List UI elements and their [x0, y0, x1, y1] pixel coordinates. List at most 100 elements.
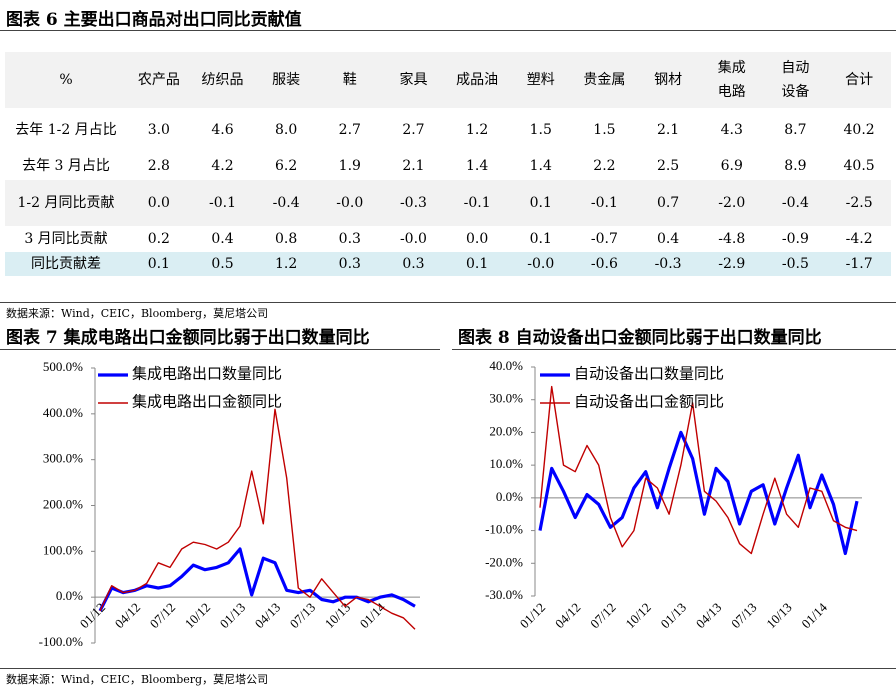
rule [0, 302, 896, 303]
source: 数据来源：Wind，CEIC，Bloomberg，莫尼塔公司 [6, 307, 269, 320]
series-line [539, 385, 858, 555]
x-tick-label: 04/13 [252, 600, 284, 632]
cell: -0.0 [381, 226, 446, 252]
cell: -0.9 [763, 226, 828, 252]
cell: -0.4 [254, 180, 318, 226]
cell: -0.6 [572, 252, 637, 276]
y-tick-label: 40.0% [489, 358, 523, 373]
header-cell: 贵金属 [572, 52, 637, 108]
row-label: 去年 3 月占比 [5, 152, 127, 180]
header-cell: 塑料 [508, 52, 573, 108]
header-cell: 家具 [381, 52, 446, 108]
y-tick-label: 100.0% [43, 542, 83, 557]
cell: -4.2 [827, 226, 891, 252]
cell: 40.2 [827, 108, 891, 152]
cell: 0.0 [445, 226, 509, 252]
y-tick-label: -10.0% [485, 522, 523, 537]
row-label: 1-2 月同比贡献 [5, 180, 127, 226]
cell: 0.4 [636, 226, 700, 252]
legend-label: 自动设备出口金额同比 [574, 393, 724, 410]
cell: 2.2 [572, 152, 637, 180]
x-tick-label: 10/13 [763, 600, 795, 632]
cell: 1.4 [445, 152, 509, 180]
rule [0, 349, 440, 350]
cell: -2.5 [827, 180, 891, 226]
cell: 2.1 [636, 108, 700, 152]
cell: 6.9 [699, 152, 764, 180]
x-tick-label: 01/13 [217, 600, 249, 632]
y-tick-label: -30.0% [485, 587, 523, 602]
cell: -0.5 [763, 252, 828, 276]
chart-title: 图表 7 集成电路出口金额同比弱于出口数量同比 [6, 328, 370, 348]
header-cell: 农产品 [127, 52, 191, 108]
x-tick-label: 04/12 [552, 600, 584, 632]
legend-label: 自动设备出口数量同比 [574, 365, 724, 382]
table-row: 去年 3 月占比 2.8 4.2 6.2 1.9 2.1 1.4 1.4 2.2 2.5 6.9 8.… [5, 152, 891, 180]
cell: 1.9 [317, 152, 382, 180]
rule [0, 668, 896, 669]
x-tick-label: 07/12 [147, 600, 179, 632]
source: 数据来源：Wind，CEIC，Bloomberg，莫尼塔公司 [6, 673, 269, 686]
cell: 0.3 [317, 226, 382, 252]
header-cell: 钢材 [636, 52, 700, 108]
x-tick-label: 04/13 [693, 600, 725, 632]
x-tick-label: 07/13 [287, 600, 319, 632]
cell: -0.1 [572, 180, 637, 226]
cell: 0.7 [636, 180, 700, 226]
cell: -2.0 [699, 180, 764, 226]
x-tick-label: 10/12 [622, 600, 654, 632]
cell: 2.7 [381, 108, 446, 152]
cell: 3.0 [127, 108, 191, 152]
cell: 0.1 [508, 226, 573, 252]
series-line [98, 547, 416, 612]
header-cell: 成品油 [445, 52, 509, 108]
cell: 0.1 [508, 180, 573, 226]
cell: 8.7 [763, 108, 828, 152]
chart-title: 图表 8 自动设备出口金额同比弱于出口数量同比 [458, 328, 822, 348]
y-tick-label: 500.0% [43, 359, 83, 374]
y-tick-label: 200.0% [43, 496, 83, 511]
row-label: 3 月同比贡献 [5, 226, 127, 252]
cell: -0.0 [317, 180, 382, 226]
table-row: 同比贡献差 0.1 0.5 1.2 0.3 0.3 0.1 -0.0 -0.6 -0.3 -2.9-… [5, 252, 891, 276]
row-label: 去年 1-2 月占比 [5, 108, 127, 152]
cell: 2.7 [317, 108, 382, 152]
y-tick-label: -100.0% [39, 634, 84, 649]
x-tick-label: 04/12 [112, 600, 144, 632]
table-row: 去年 1-2 月占比 3.0 4.6 8.0 2.7 2.7 1.2 1.5 1.5 2.1 4.3… [5, 108, 891, 152]
cell: 2.1 [381, 152, 446, 180]
cell: -0.3 [636, 252, 700, 276]
cell: 0.2 [127, 226, 191, 252]
header-cell: 集成电路 [699, 52, 764, 108]
cell: -0.4 [763, 180, 828, 226]
cell: 2.8 [127, 152, 191, 180]
cell: 0.5 [190, 252, 255, 276]
cell: 1.5 [572, 108, 637, 152]
y-tick-label: 30.0% [489, 391, 523, 406]
y-tick-label: 400.0% [43, 405, 83, 420]
legend-label: 集成电路出口数量同比 [132, 365, 282, 382]
header-cell: % [5, 52, 127, 108]
cell: 0.3 [381, 252, 446, 276]
rule [0, 30, 896, 31]
cell: 1.2 [445, 108, 509, 152]
x-tick-label: 07/12 [587, 600, 619, 632]
series-line [99, 408, 416, 630]
header-cell: 自动设备 [763, 52, 828, 108]
cell: 1.4 [508, 152, 573, 180]
y-tick-label: 10.0% [489, 456, 523, 471]
header-row: % 农产品 纺织品 服装鞋家具 成品油 塑料 贵金属 钢材 集成电路 自动设备 合计 [5, 52, 891, 108]
header-cell: 合计 [827, 52, 891, 108]
y-tick-label: 300.0% [43, 451, 83, 466]
x-tick-label: 10/12 [182, 600, 214, 632]
cell: 8.0 [254, 108, 318, 152]
cell: -0.7 [572, 226, 637, 252]
cell: -0.1 [190, 180, 255, 226]
cell: -0.3 [381, 180, 446, 226]
cell: 0.8 [254, 226, 318, 252]
header-cell: 服装 [254, 52, 318, 108]
y-tick-label: 0.0% [56, 588, 83, 603]
x-tick-label: 01/13 [658, 600, 690, 632]
cell: -1.7 [827, 252, 891, 276]
